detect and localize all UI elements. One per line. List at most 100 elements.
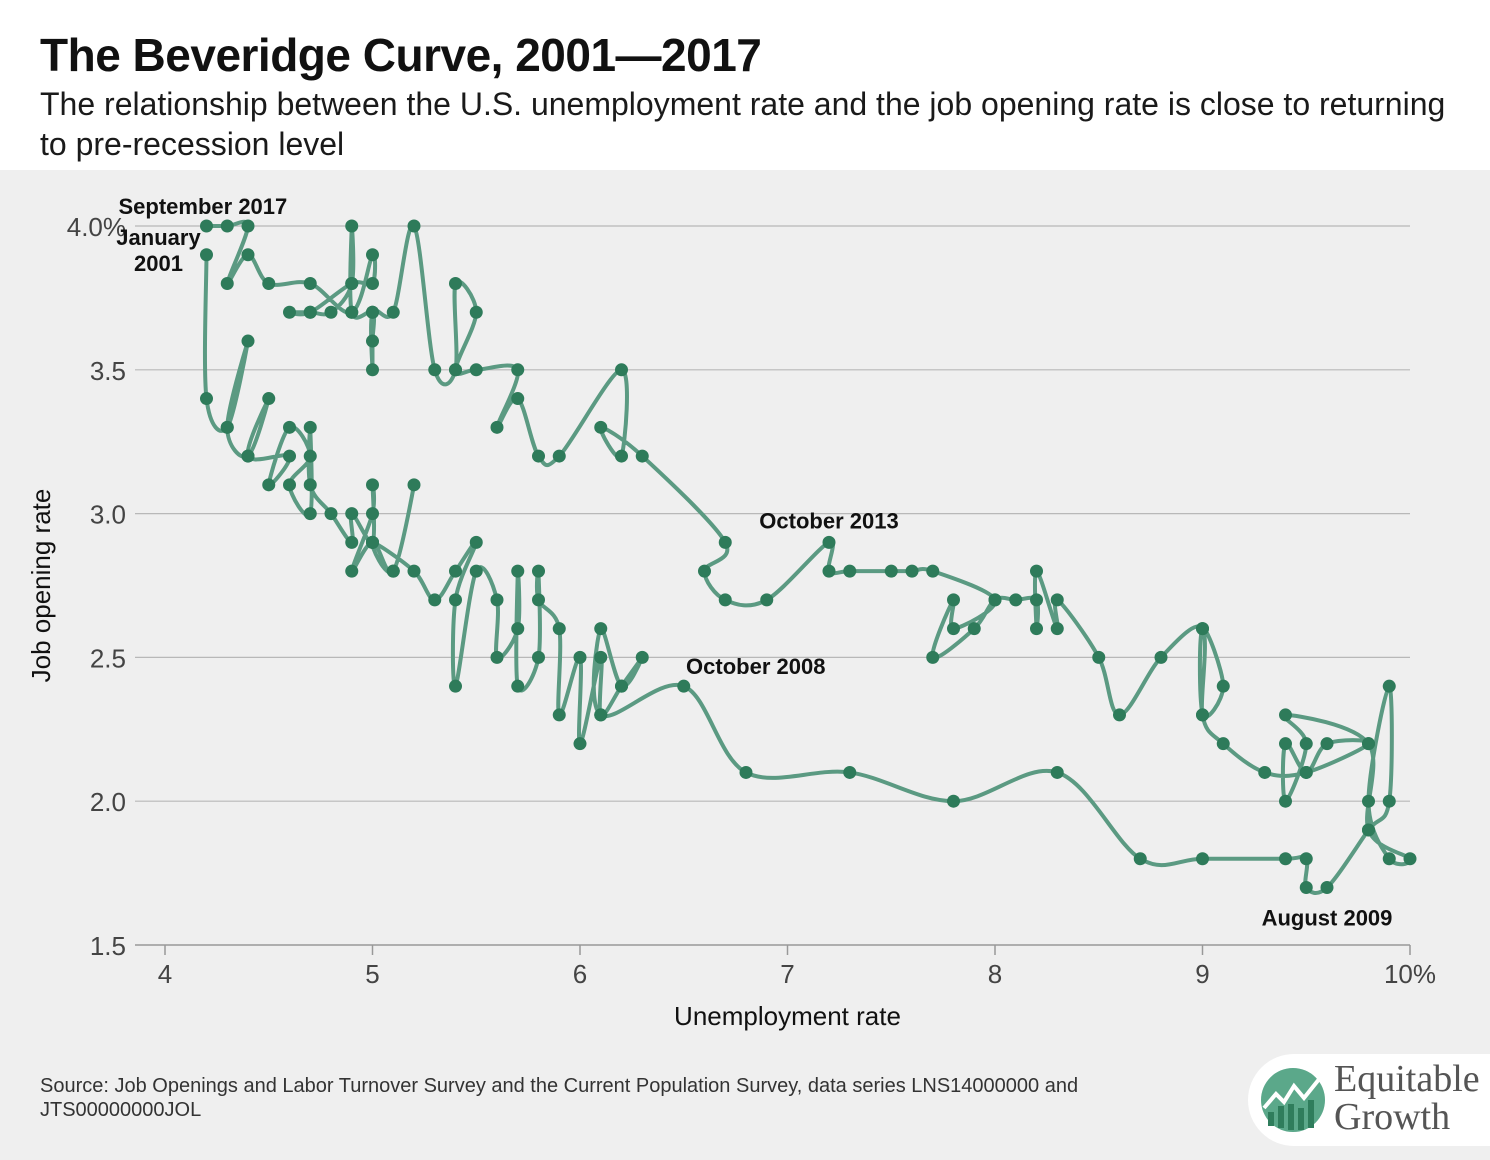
data-point xyxy=(552,622,566,636)
beveridge-curve-chart: 1.5 2.0 2.5 3.0 3.5 4.0% 4 5 6 7 8 9 10% Unemployment… xyxy=(26,194,1436,1031)
data-point xyxy=(635,449,649,463)
data-point xyxy=(1030,622,1043,636)
data-point xyxy=(615,449,628,463)
data-point xyxy=(967,622,981,636)
equitable-growth-logo: Equitable Growth xyxy=(1248,1054,1490,1146)
y-tick-label: 3.0 xyxy=(90,500,126,530)
data-point xyxy=(1299,880,1313,894)
data-point xyxy=(1279,737,1292,751)
data-point xyxy=(1299,852,1313,866)
data-point xyxy=(1362,794,1375,808)
data-point xyxy=(303,478,317,492)
data-point xyxy=(220,219,234,233)
data-point xyxy=(345,564,359,578)
data-point xyxy=(532,650,545,664)
data-point xyxy=(490,593,504,607)
data-point xyxy=(241,219,255,233)
data-point xyxy=(220,420,234,434)
data-point xyxy=(1216,737,1230,751)
data-point xyxy=(822,564,836,578)
data-point xyxy=(366,334,379,348)
y-tick-label: 4.0% xyxy=(67,212,126,242)
data-point xyxy=(1196,622,1209,636)
data-point xyxy=(303,507,317,521)
data-point xyxy=(241,334,255,348)
data-point xyxy=(1216,679,1230,693)
data-point xyxy=(366,478,379,492)
y-tick-label: 2.0 xyxy=(90,787,126,817)
data-point xyxy=(532,564,545,578)
x-tick-label: 6 xyxy=(573,959,587,989)
data-point xyxy=(1299,765,1313,779)
data-point xyxy=(1403,852,1417,866)
data-point xyxy=(1050,765,1064,779)
chart-title: The Beveridge Curve, 2001—2017 xyxy=(40,29,762,81)
x-tick-label: 9 xyxy=(1195,959,1209,989)
data-point xyxy=(677,679,691,693)
data-point xyxy=(366,248,379,262)
data-point xyxy=(1299,737,1313,751)
data-point xyxy=(594,650,608,664)
data-point xyxy=(1030,593,1043,607)
data-point xyxy=(594,708,608,722)
data-point xyxy=(469,363,483,377)
x-tick-label: 7 xyxy=(780,959,794,989)
data-point xyxy=(449,363,462,377)
data-point xyxy=(1279,852,1292,866)
data-point xyxy=(469,564,483,578)
data-point xyxy=(511,622,525,636)
data-point xyxy=(366,507,379,521)
data-point xyxy=(1113,708,1126,722)
data-point xyxy=(1196,852,1209,866)
data-point xyxy=(262,478,276,492)
data-point xyxy=(615,363,628,377)
y-axis-label: Job opening rate xyxy=(26,489,56,683)
data-point xyxy=(511,679,525,693)
data-point xyxy=(283,449,296,463)
x-tick-label: 10% xyxy=(1384,959,1436,989)
data-point xyxy=(469,535,483,549)
equitable-growth-chart-icon xyxy=(1261,1068,1325,1132)
data-point xyxy=(1092,650,1106,664)
data-point xyxy=(345,305,359,319)
data-point xyxy=(698,564,711,578)
data-point xyxy=(490,420,504,434)
data-point xyxy=(386,564,400,578)
data-point xyxy=(843,564,857,578)
logo-text: Equitable Growth xyxy=(1334,1060,1480,1136)
data-point xyxy=(573,737,587,751)
data-point xyxy=(449,277,462,291)
data-point xyxy=(283,478,296,492)
data-point xyxy=(200,248,213,262)
data-point xyxy=(573,650,587,664)
x-tick-label: 4 xyxy=(158,959,172,989)
data-point xyxy=(386,305,400,319)
data-point xyxy=(905,564,919,578)
data-point xyxy=(718,535,732,549)
data-point xyxy=(345,277,359,291)
data-point xyxy=(303,420,317,434)
data-point xyxy=(718,593,732,607)
data-point xyxy=(926,650,940,664)
y-tick-label: 3.5 xyxy=(90,356,126,386)
data-point xyxy=(366,305,379,319)
data-point xyxy=(283,420,296,434)
data-point xyxy=(947,794,960,808)
data-point xyxy=(1362,737,1375,751)
data-point xyxy=(1133,852,1147,866)
x-tick-label: 5 xyxy=(365,959,379,989)
data-point xyxy=(884,564,898,578)
data-point xyxy=(449,679,462,693)
data-point xyxy=(947,593,960,607)
annotation-label: October 2013 xyxy=(759,508,898,533)
series-line xyxy=(202,219,1413,895)
data-point xyxy=(303,305,317,319)
data-point xyxy=(594,420,608,434)
data-point xyxy=(428,363,442,377)
data-point xyxy=(532,593,545,607)
data-point xyxy=(739,765,753,779)
data-point xyxy=(490,650,504,664)
data-point xyxy=(303,449,317,463)
header: The Beveridge Curve, 2001—2017 The relat… xyxy=(0,0,1490,170)
annotation-label: September 2017 xyxy=(119,194,288,219)
